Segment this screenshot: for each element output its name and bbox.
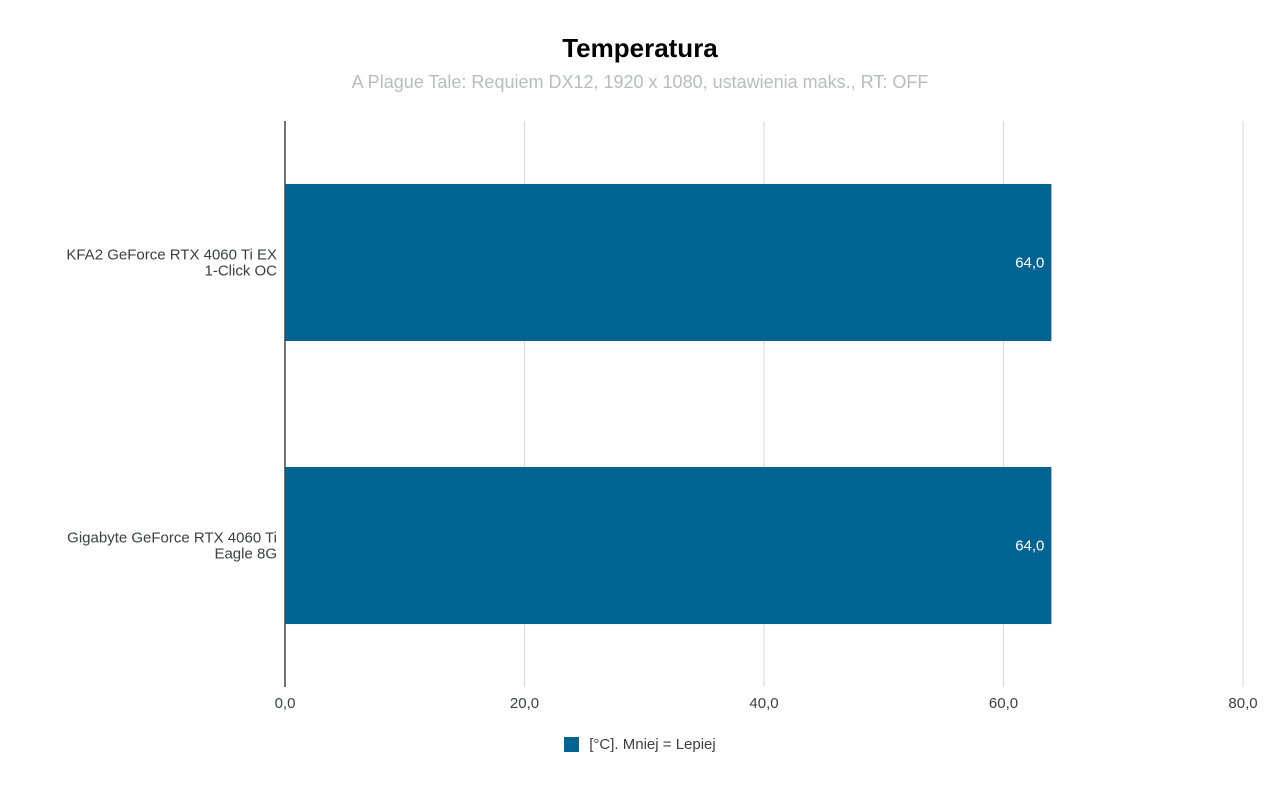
y-category-label: 1-Click OC: [204, 263, 277, 280]
bars: 64,0 64,0: [285, 183, 1052, 625]
x-tick-label: 60,0: [989, 695, 1018, 712]
x-tick-label: 40,0: [749, 695, 778, 712]
legend: [°C]. Mniej = Lepiej: [0, 736, 1280, 753]
chart-subtitle: A Plague Tale: Requiem DX12, 1920 x 1080…: [351, 72, 929, 92]
bar-data-label: 64,0: [1015, 538, 1044, 555]
y-category-label: Gigabyte GeForce RTX 4060 Ti: [67, 530, 277, 547]
bar: [285, 466, 1052, 625]
y-category-label: Eagle 8G: [214, 546, 277, 563]
legend-swatch: [564, 737, 580, 752]
legend-label: [°C]. Mniej = Lepiej: [589, 736, 716, 753]
x-tick-label: 0,0: [275, 695, 296, 712]
y-category-label: KFA2 GeForce RTX 4060 Ti EX: [66, 247, 277, 264]
axes: 0,0 20,0 40,0 60,0 80,0 KFA2 GeForce RTX 4060…: [66, 121, 1258, 712]
x-tick-label: 20,0: [510, 695, 539, 712]
bar-data-label: 64,0: [1015, 255, 1044, 272]
bar: [285, 183, 1052, 342]
chart-title: Temperatura: [562, 33, 718, 63]
x-tick-label: 80,0: [1228, 695, 1257, 712]
